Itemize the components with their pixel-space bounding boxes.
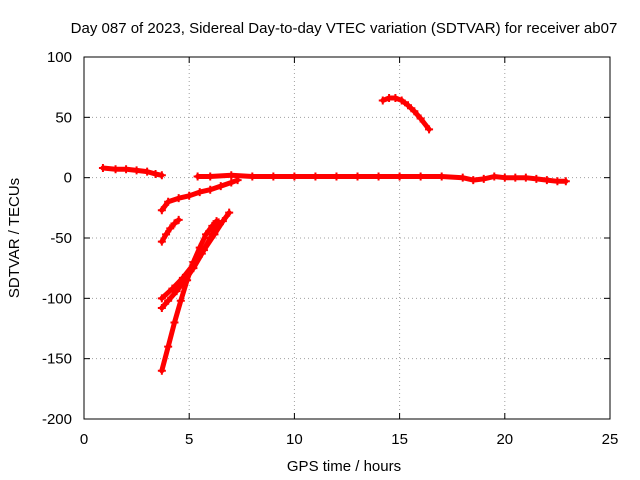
data-point <box>132 166 141 175</box>
data-point <box>111 165 120 174</box>
y-axis-label: SDTVAR / TECUs <box>6 178 23 298</box>
data-point <box>248 172 257 181</box>
data-point <box>157 237 166 246</box>
data-point <box>410 107 419 116</box>
x-axis-label: GPS time / hours <box>287 458 401 475</box>
data-point <box>216 182 225 191</box>
data-point <box>395 172 404 181</box>
series-arc-steepest <box>157 217 221 375</box>
y-tick-label: -200 <box>42 411 72 428</box>
data-point <box>290 172 299 181</box>
data-point <box>233 176 242 185</box>
data-point <box>157 206 166 215</box>
data-point <box>469 176 478 185</box>
data-point <box>437 172 446 181</box>
data-point <box>532 174 541 183</box>
tick-labels: 0 5 10 15 20 25 -200 -150 -100 -50 0 50 100 <box>42 49 618 448</box>
data-point <box>176 296 185 305</box>
plot-frame <box>83 56 611 420</box>
data-point <box>174 215 183 224</box>
data-point <box>353 172 362 181</box>
y-tick-label: 100 <box>47 49 72 66</box>
data-point <box>174 194 183 203</box>
data-point <box>170 219 179 228</box>
data-point <box>458 173 467 182</box>
data-point <box>416 114 425 123</box>
data-point <box>374 172 383 181</box>
data-point <box>189 258 198 267</box>
data-point <box>193 172 202 181</box>
x-tick-label: 10 <box>286 431 303 448</box>
y-tick-label: -100 <box>42 290 72 307</box>
data-point <box>479 174 488 183</box>
series-trace <box>159 210 232 301</box>
data-point <box>206 172 215 181</box>
data-point <box>122 165 131 174</box>
data-point <box>164 296 173 305</box>
data-point <box>164 197 173 206</box>
data-point <box>157 366 166 375</box>
data-point <box>210 230 219 239</box>
grid <box>84 57 610 419</box>
data-point <box>269 172 278 181</box>
series-trace <box>159 218 220 374</box>
data-point <box>98 164 107 173</box>
data-point <box>311 172 320 181</box>
data-point <box>397 96 406 105</box>
data-point <box>378 96 387 105</box>
data-point <box>212 217 221 226</box>
data-point <box>195 188 204 197</box>
series-arc-early-positive <box>98 164 166 180</box>
data-point <box>553 177 562 186</box>
series-arc-high-positive <box>378 94 434 134</box>
x-tick-label: 15 <box>391 431 408 448</box>
x-tick-label: 0 <box>80 431 88 448</box>
series-arc-short-drop <box>157 215 183 246</box>
series-arc-main-near-zero <box>193 171 570 186</box>
y-tick-label: -150 <box>42 351 72 368</box>
data-point <box>183 276 192 285</box>
data-point <box>168 284 177 293</box>
data-point <box>170 318 179 327</box>
data-point <box>332 172 341 181</box>
data-point <box>208 221 217 230</box>
data-point <box>157 303 166 312</box>
x-tick-label: 20 <box>496 431 513 448</box>
x-tick-label: 25 <box>602 431 619 448</box>
data-point <box>490 172 499 181</box>
y-tick-label: 50 <box>55 109 72 126</box>
data-point <box>561 177 570 186</box>
series-arc-shallow-recovery <box>157 176 242 215</box>
data-point <box>542 176 551 185</box>
data-point <box>151 170 160 179</box>
data-point <box>206 185 215 194</box>
data-point <box>164 342 173 351</box>
data-point <box>416 172 425 181</box>
data-point <box>404 101 413 110</box>
data-point <box>227 178 236 187</box>
data-point <box>162 230 171 239</box>
data-point <box>172 287 181 296</box>
data-point <box>391 94 400 103</box>
data-point <box>157 171 166 180</box>
data-point <box>511 173 520 182</box>
chart-title: Day 087 of 2023, Sidereal Day-to-day VTE… <box>71 20 618 37</box>
data-point <box>227 171 236 180</box>
data-point <box>521 173 530 182</box>
data-point <box>166 224 175 233</box>
plot-area <box>98 94 570 375</box>
data-point <box>157 294 166 303</box>
y-tick-label: 0 <box>64 170 72 187</box>
data-point <box>202 230 211 239</box>
x-tick-label: 5 <box>185 431 193 448</box>
data-point <box>185 191 194 200</box>
data-point <box>425 125 434 134</box>
y-tick-label: -50 <box>50 230 72 247</box>
data-point <box>143 167 152 176</box>
data-point <box>195 243 204 252</box>
data-point <box>500 173 509 182</box>
data-point <box>225 208 234 217</box>
